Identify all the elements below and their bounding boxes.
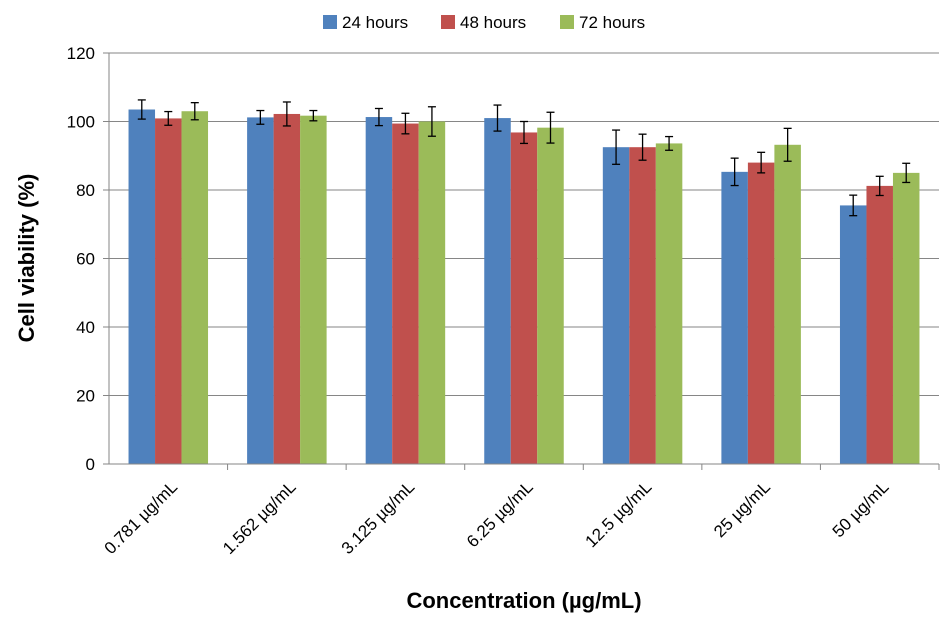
bar — [721, 171, 748, 464]
x-tick-label: 50 µg/mL — [829, 477, 893, 541]
y-tick-label: 60 — [76, 250, 95, 269]
legend-swatch — [323, 15, 337, 29]
bar — [365, 117, 393, 465]
legend: 24 hours 48 hours 72 hours — [323, 13, 645, 32]
legend-swatch — [560, 15, 574, 29]
y-tick-label: 0 — [86, 455, 95, 474]
x-tick-label: 0.781 µg/mL — [101, 477, 182, 558]
bars — [128, 109, 920, 465]
legend-swatch — [441, 15, 455, 29]
bar — [747, 162, 775, 464]
legend-label: 24 hours — [342, 13, 408, 32]
x-tick-label: 12.5 µg/mL — [582, 477, 656, 551]
bar — [537, 127, 564, 464]
y-tick-label: 20 — [76, 387, 95, 406]
bar — [273, 113, 301, 464]
bar — [629, 147, 656, 464]
y-tick-label: 40 — [76, 318, 95, 337]
error-bars — [137, 99, 911, 217]
y-tick-label: 80 — [76, 181, 95, 200]
legend-label: 48 hours — [460, 13, 526, 32]
bar — [839, 205, 867, 464]
bar — [392, 123, 419, 465]
bar — [418, 121, 446, 464]
y-axis-title: Cell viability (%) — [14, 174, 39, 343]
bar — [510, 132, 538, 464]
bar — [602, 147, 630, 464]
x-tick-label: 3.125 µg/mL — [338, 477, 419, 558]
bar — [774, 144, 801, 465]
bar — [300, 115, 327, 465]
y-tick-label: 120 — [67, 44, 95, 63]
bar — [892, 172, 920, 464]
legend-label: 72 hours — [579, 13, 645, 32]
x-tick-label: 6.25 µg/mL — [463, 477, 537, 551]
bar — [181, 111, 209, 464]
bar — [155, 118, 182, 464]
bar — [655, 143, 683, 465]
x-tick-label: 25 µg/mL — [710, 477, 774, 541]
x-tick-label: 1.562 µg/mL — [219, 477, 300, 558]
bar — [484, 118, 511, 464]
bar — [128, 109, 156, 464]
bar — [866, 185, 893, 464]
bar — [247, 117, 274, 464]
x-axis-title: Concentration (µg/mL) — [406, 588, 641, 613]
y-tick-label: 100 — [67, 113, 95, 132]
